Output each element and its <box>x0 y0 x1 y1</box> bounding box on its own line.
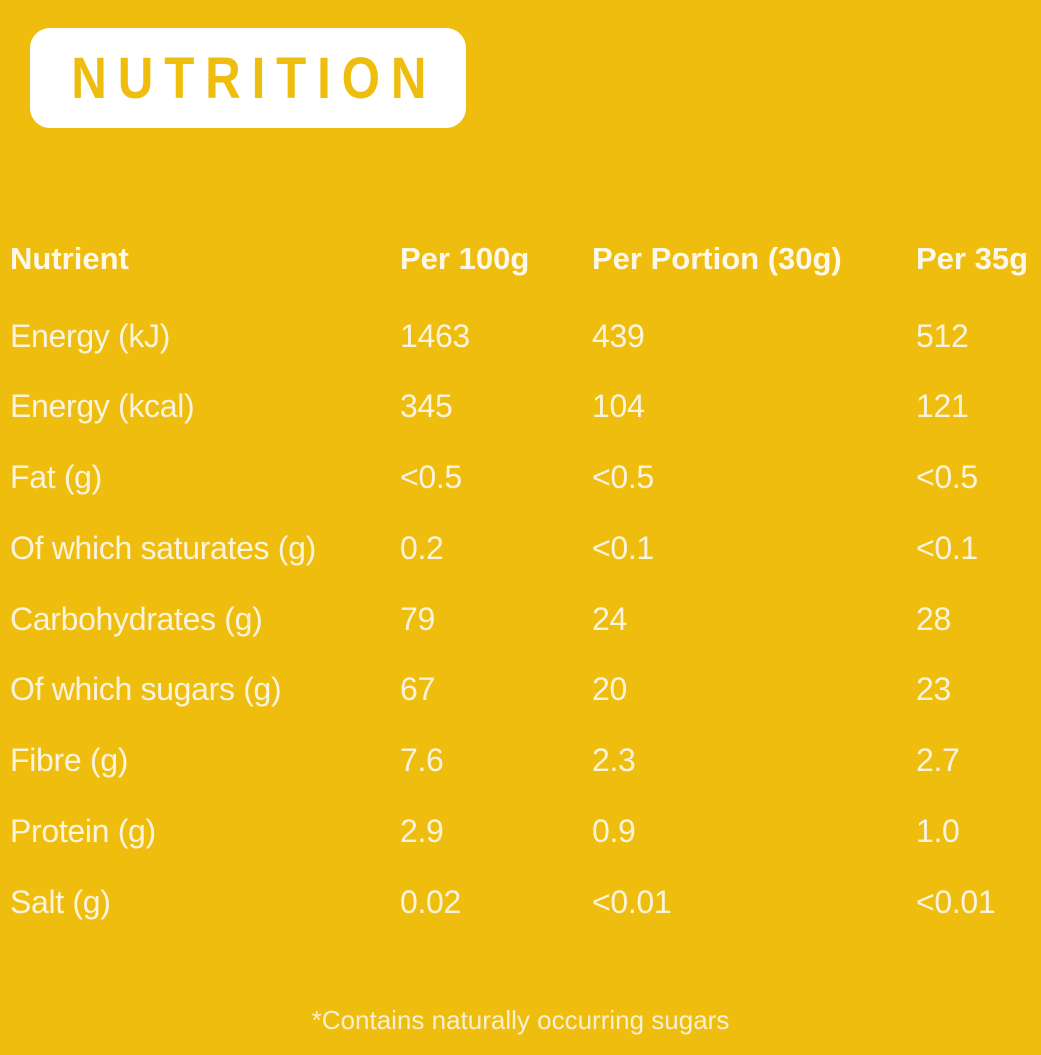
column-header-per-portion: Per Portion (30g) <box>592 241 842 276</box>
nutrient-label: Salt (g) <box>10 883 111 920</box>
value-per-35g: <0.5 <box>916 459 978 496</box>
column-header-nutrient: Nutrient <box>10 241 129 276</box>
nutrient-label: Of which saturates (g) <box>10 529 316 566</box>
nutrient-label: Protein (g) <box>10 812 156 849</box>
value-per-portion: 104 <box>592 388 645 425</box>
nutrient-label: Fat (g) <box>10 459 102 496</box>
value-per-100g: 67 <box>400 671 435 708</box>
value-per-portion: <0.1 <box>592 529 654 566</box>
nutrient-label: Fibre (g) <box>10 742 129 779</box>
page-title: NUTRITION <box>71 45 438 111</box>
value-per-portion: 439 <box>592 317 645 354</box>
value-per-100g: 0.2 <box>400 529 444 566</box>
value-per-100g: 7.6 <box>400 742 444 779</box>
value-per-100g: <0.5 <box>400 459 462 496</box>
column-header-per-35g: Per 35g <box>916 241 1029 276</box>
value-per-portion: <0.5 <box>592 459 654 496</box>
value-per-portion: 20 <box>592 671 627 708</box>
value-per-35g: 28 <box>916 600 951 637</box>
value-per-portion: 2.3 <box>592 742 636 779</box>
nutrient-label: Carbohydrates (g) <box>10 600 263 637</box>
value-per-35g: 2.7 <box>916 742 960 779</box>
value-per-100g: 0.02 <box>400 883 462 920</box>
nutrient-label: Energy (kcal) <box>10 388 195 425</box>
nutrition-table: Nutrient Per 100g Per Portion (30g) Per … <box>0 230 1041 938</box>
value-per-100g: 79 <box>400 600 435 637</box>
value-per-35g: <0.01 <box>916 883 996 920</box>
value-per-portion: <0.01 <box>592 883 672 920</box>
value-per-portion: 24 <box>592 600 627 637</box>
title-badge: NUTRITION <box>30 28 466 128</box>
value-per-35g: 1.0 <box>916 812 960 849</box>
value-per-35g: 512 <box>916 317 969 354</box>
nutrient-label: Of which sugars (g) <box>10 671 282 708</box>
value-per-35g: 121 <box>916 388 969 425</box>
nutrient-label: Energy (kJ) <box>10 317 171 354</box>
value-per-100g: 1463 <box>400 317 470 354</box>
value-per-35g: 23 <box>916 671 951 708</box>
value-per-portion: 0.9 <box>592 812 636 849</box>
value-per-100g: 345 <box>400 388 453 425</box>
column-header-per-100g: Per 100g <box>400 241 530 276</box>
value-per-35g: <0.1 <box>916 529 978 566</box>
footnote-text: *Contains naturally occurring sugars <box>311 1005 730 1035</box>
value-per-100g: 2.9 <box>400 812 444 849</box>
